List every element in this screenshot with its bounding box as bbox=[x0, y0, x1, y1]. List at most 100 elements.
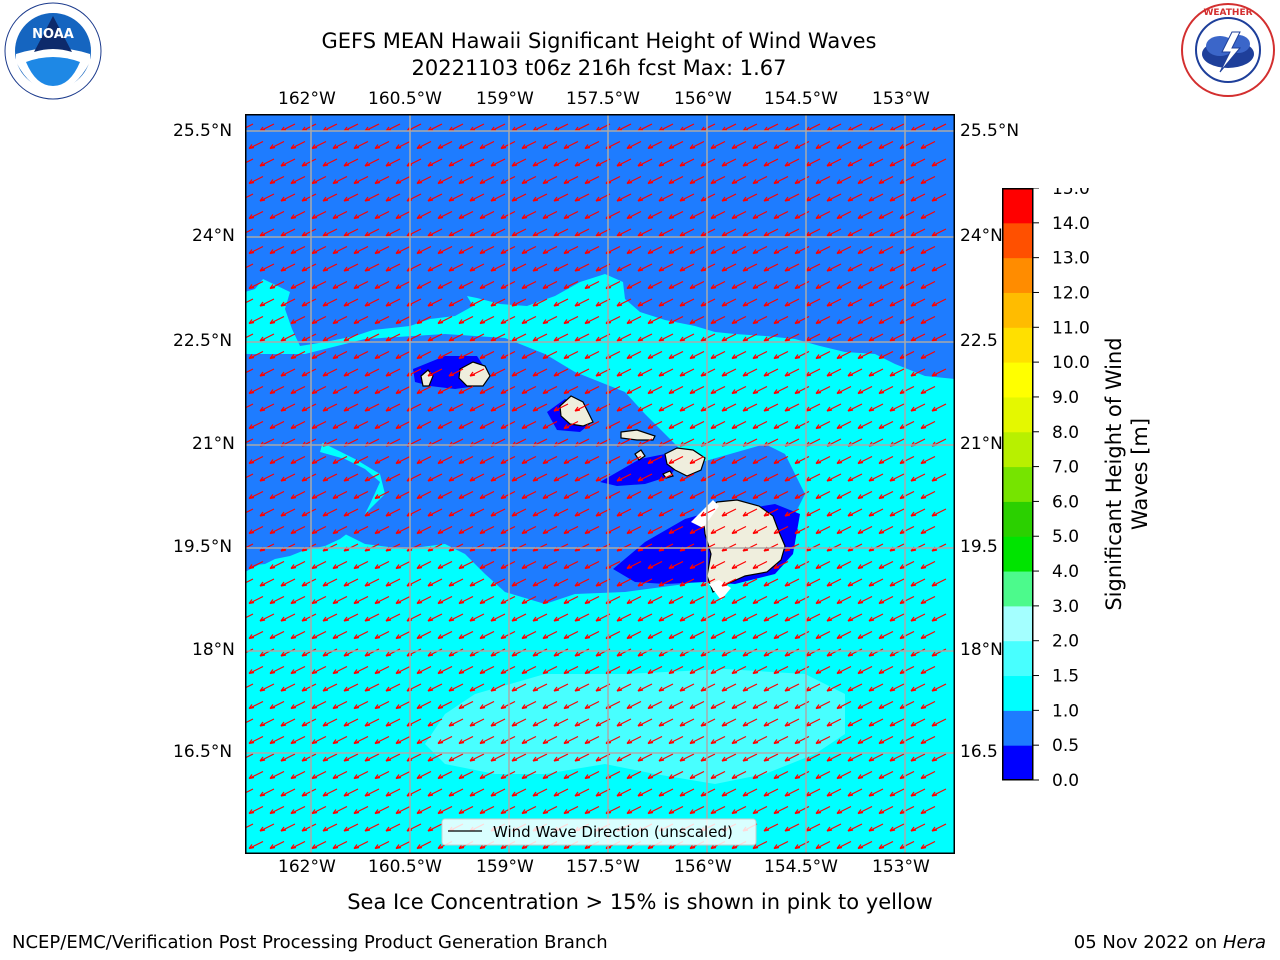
wave-vector bbox=[721, 263, 737, 272]
wave-vector bbox=[311, 805, 327, 815]
wave-vector bbox=[857, 175, 873, 185]
wave-vector bbox=[322, 333, 338, 342]
wave-vector bbox=[752, 455, 768, 465]
wave-vector bbox=[668, 735, 684, 745]
wave-vector bbox=[710, 525, 726, 535]
wave-vector bbox=[763, 193, 779, 202]
wave-vector bbox=[815, 595, 831, 605]
wave-vector bbox=[332, 490, 348, 500]
wave-vector bbox=[700, 788, 716, 797]
wave-vector bbox=[269, 665, 285, 675]
wave-vector bbox=[668, 490, 684, 500]
wave-vector bbox=[836, 700, 852, 710]
wave-vector bbox=[574, 613, 590, 622]
wave-vector bbox=[416, 315, 432, 325]
wave-vector bbox=[553, 648, 569, 657]
wave-vector bbox=[374, 525, 390, 535]
wave-vector bbox=[248, 525, 264, 535]
wave-vector bbox=[742, 508, 758, 517]
wave-vector bbox=[301, 648, 317, 657]
wave-vector bbox=[616, 368, 632, 377]
wave-vector bbox=[427, 263, 443, 272]
wave-vector bbox=[269, 280, 285, 290]
wave-vector bbox=[857, 735, 873, 745]
wave-vector bbox=[500, 735, 516, 745]
wave-vector bbox=[374, 490, 390, 500]
wave-vector bbox=[532, 648, 548, 657]
wave-vector bbox=[290, 735, 306, 745]
wave-vector bbox=[448, 333, 464, 342]
wave-vector bbox=[469, 263, 485, 272]
wave-vector bbox=[248, 490, 264, 500]
wave-vector bbox=[815, 245, 831, 255]
wave-vector bbox=[395, 805, 411, 815]
wave-vector bbox=[910, 193, 926, 202]
wave-vector bbox=[532, 298, 548, 307]
wave-vector bbox=[479, 420, 495, 430]
lon-tick-bottom-1: 162°W bbox=[278, 857, 336, 877]
wave-vector bbox=[259, 788, 275, 797]
wave-vector bbox=[700, 648, 716, 657]
wave-vector bbox=[763, 578, 779, 587]
wave-vector bbox=[469, 578, 485, 587]
wave-vector bbox=[815, 280, 831, 290]
wave-vector bbox=[700, 578, 716, 587]
wave-vector bbox=[542, 630, 558, 640]
wave-vector bbox=[427, 228, 443, 237]
wave-vector bbox=[290, 350, 306, 360]
wave-vector bbox=[626, 140, 642, 150]
wave-vector bbox=[889, 403, 905, 412]
wave-vector bbox=[920, 840, 936, 850]
wave-vector bbox=[689, 350, 705, 360]
wave-vector bbox=[752, 560, 768, 570]
wave-vector bbox=[458, 735, 474, 745]
wave-vector bbox=[248, 805, 264, 815]
colorbar-cell bbox=[1002, 501, 1033, 537]
wave-vector bbox=[280, 788, 296, 797]
wave-vector bbox=[448, 263, 464, 272]
wave-vector bbox=[469, 613, 485, 622]
wave-vector bbox=[511, 298, 527, 307]
wave-vector bbox=[658, 333, 674, 342]
wave-vector bbox=[857, 210, 873, 220]
wave-vector bbox=[448, 578, 464, 587]
wave-vector bbox=[700, 158, 716, 167]
wave-vector bbox=[920, 665, 936, 675]
wave-vector bbox=[847, 368, 863, 377]
wave-vector bbox=[458, 315, 474, 325]
wave-vector bbox=[311, 350, 327, 360]
wave-vector bbox=[658, 263, 674, 272]
wave-vector bbox=[721, 718, 737, 727]
wave-vector bbox=[490, 403, 506, 412]
wave-vector bbox=[700, 753, 716, 762]
wave-vector bbox=[416, 630, 432, 640]
wave-field-blue-west bbox=[245, 506, 285, 572]
wave-vector bbox=[553, 263, 569, 272]
wave-vector bbox=[689, 245, 705, 255]
lat-tick-left-2: 24°N bbox=[192, 226, 235, 246]
wave-vector bbox=[427, 473, 443, 482]
wave-vector bbox=[784, 263, 800, 272]
wave-vector bbox=[710, 560, 726, 570]
wave-vector bbox=[521, 350, 537, 360]
wave-vector bbox=[878, 350, 894, 360]
wave-vector bbox=[500, 350, 516, 360]
wave-vector bbox=[920, 805, 936, 815]
wave-vector bbox=[416, 385, 432, 395]
wave-vector bbox=[889, 753, 905, 762]
wave-vector bbox=[500, 770, 516, 780]
colorbar-tick-label: 2.0 bbox=[1052, 632, 1079, 652]
wave-vector bbox=[542, 350, 558, 360]
wave-vector bbox=[931, 263, 947, 272]
wave-vector bbox=[857, 315, 873, 325]
lat-tick-right-6: 18°N bbox=[960, 640, 1003, 660]
wave-vector bbox=[521, 665, 537, 675]
wave-vector bbox=[773, 700, 789, 710]
wave-vector bbox=[878, 525, 894, 535]
wave-vector bbox=[427, 788, 443, 797]
wave-vector bbox=[731, 700, 747, 710]
wave-vector bbox=[889, 228, 905, 237]
wave-vector bbox=[742, 613, 758, 622]
wave-vector bbox=[868, 508, 884, 517]
wave-vector bbox=[899, 805, 915, 815]
